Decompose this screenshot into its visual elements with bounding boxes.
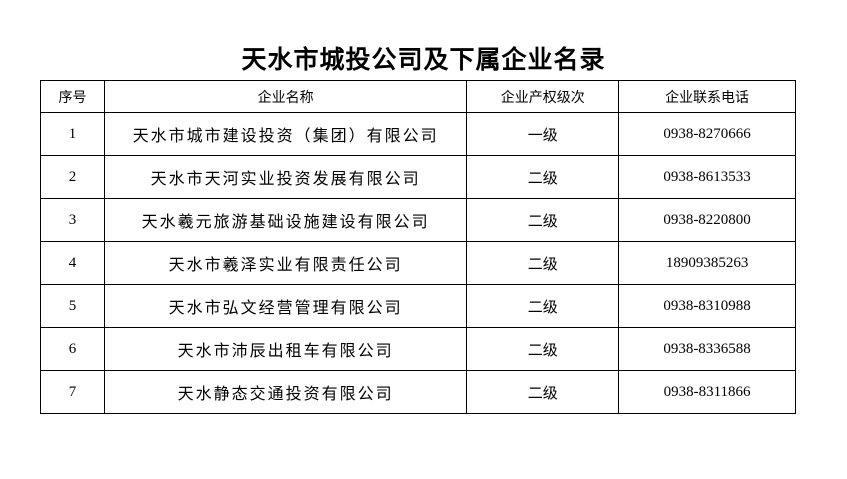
cell-company-name: 天水市沛辰出租车有限公司: [103, 327, 468, 371]
table-row: 1 天水市城市建设投资（集团）有限公司 一级 0938-8270666: [40, 112, 796, 156]
cell-company-name: 天水市城市建设投资（集团）有限公司: [103, 112, 468, 156]
cell-company-name: 天水市羲泽实业有限责任公司: [103, 241, 468, 285]
table-row: 3 天水羲元旅游基础设施建设有限公司 二级 0938-8220800: [40, 198, 796, 242]
table-row: 7 天水静态交通投资有限公司 二级 0938-8311866: [40, 370, 796, 414]
header-phone: 企业联系电话: [618, 80, 796, 113]
header-name: 企业名称: [103, 80, 468, 113]
cell-no: 3: [40, 198, 105, 242]
cell-phone: 0938-8220800: [618, 198, 796, 242]
cell-no: 7: [40, 370, 105, 414]
cell-no: 5: [40, 284, 105, 328]
cell-company-name: 天水静态交通投资有限公司: [103, 370, 468, 414]
cell-company-name: 天水市弘文经营管理有限公司: [103, 284, 468, 328]
cell-no: 4: [40, 241, 105, 285]
table-row: 5 天水市弘文经营管理有限公司 二级 0938-8310988: [40, 284, 796, 328]
header-no: 序号: [40, 80, 105, 113]
cell-phone: 0938-8336588: [618, 327, 796, 371]
cell-no: 2: [40, 155, 105, 199]
table-row: 6 天水市沛辰出租车有限公司 二级 0938-8336588: [40, 327, 796, 371]
cell-phone: 0938-8311866: [618, 370, 796, 414]
cell-level: 二级: [466, 284, 620, 328]
cell-phone: 18909385263: [618, 241, 796, 285]
cell-no: 1: [40, 112, 105, 156]
cell-level: 二级: [466, 241, 620, 285]
table-body: 1 天水市城市建设投资（集团）有限公司 一级 0938-8270666 2 天水市天河实业…: [40, 112, 796, 414]
page-title: 天水市城投公司及下属企业名录: [241, 45, 606, 74]
cell-level: 一级: [466, 112, 620, 156]
cell-phone: 0938-8613533: [618, 155, 796, 199]
table-row: 2 天水市天河实业投资发展有限公司 二级 0938-8613533: [40, 155, 796, 199]
table-row: 4 天水市羲泽实业有限责任公司 二级 18909385263: [40, 241, 796, 285]
cell-company-name: 天水羲元旅游基础设施建设有限公司: [103, 198, 468, 242]
cell-level: 二级: [466, 155, 620, 199]
table-header-row: 序号 企业名称 企业产权级次 企业联系电话: [40, 80, 796, 113]
cell-phone: 0938-8270666: [618, 112, 796, 156]
cell-company-name: 天水市天河实业投资发展有限公司: [103, 155, 468, 199]
cell-no: 6: [40, 327, 105, 371]
header-level: 企业产权级次: [466, 80, 620, 113]
cell-level: 二级: [466, 370, 620, 414]
cell-level: 二级: [466, 327, 620, 371]
cell-level: 二级: [466, 198, 620, 242]
cell-phone: 0938-8310988: [618, 284, 796, 328]
company-table: 序号 企业名称 企业产权级次 企业联系电话 1 天水市城市建设投资（集团）有限公司…: [40, 80, 796, 414]
